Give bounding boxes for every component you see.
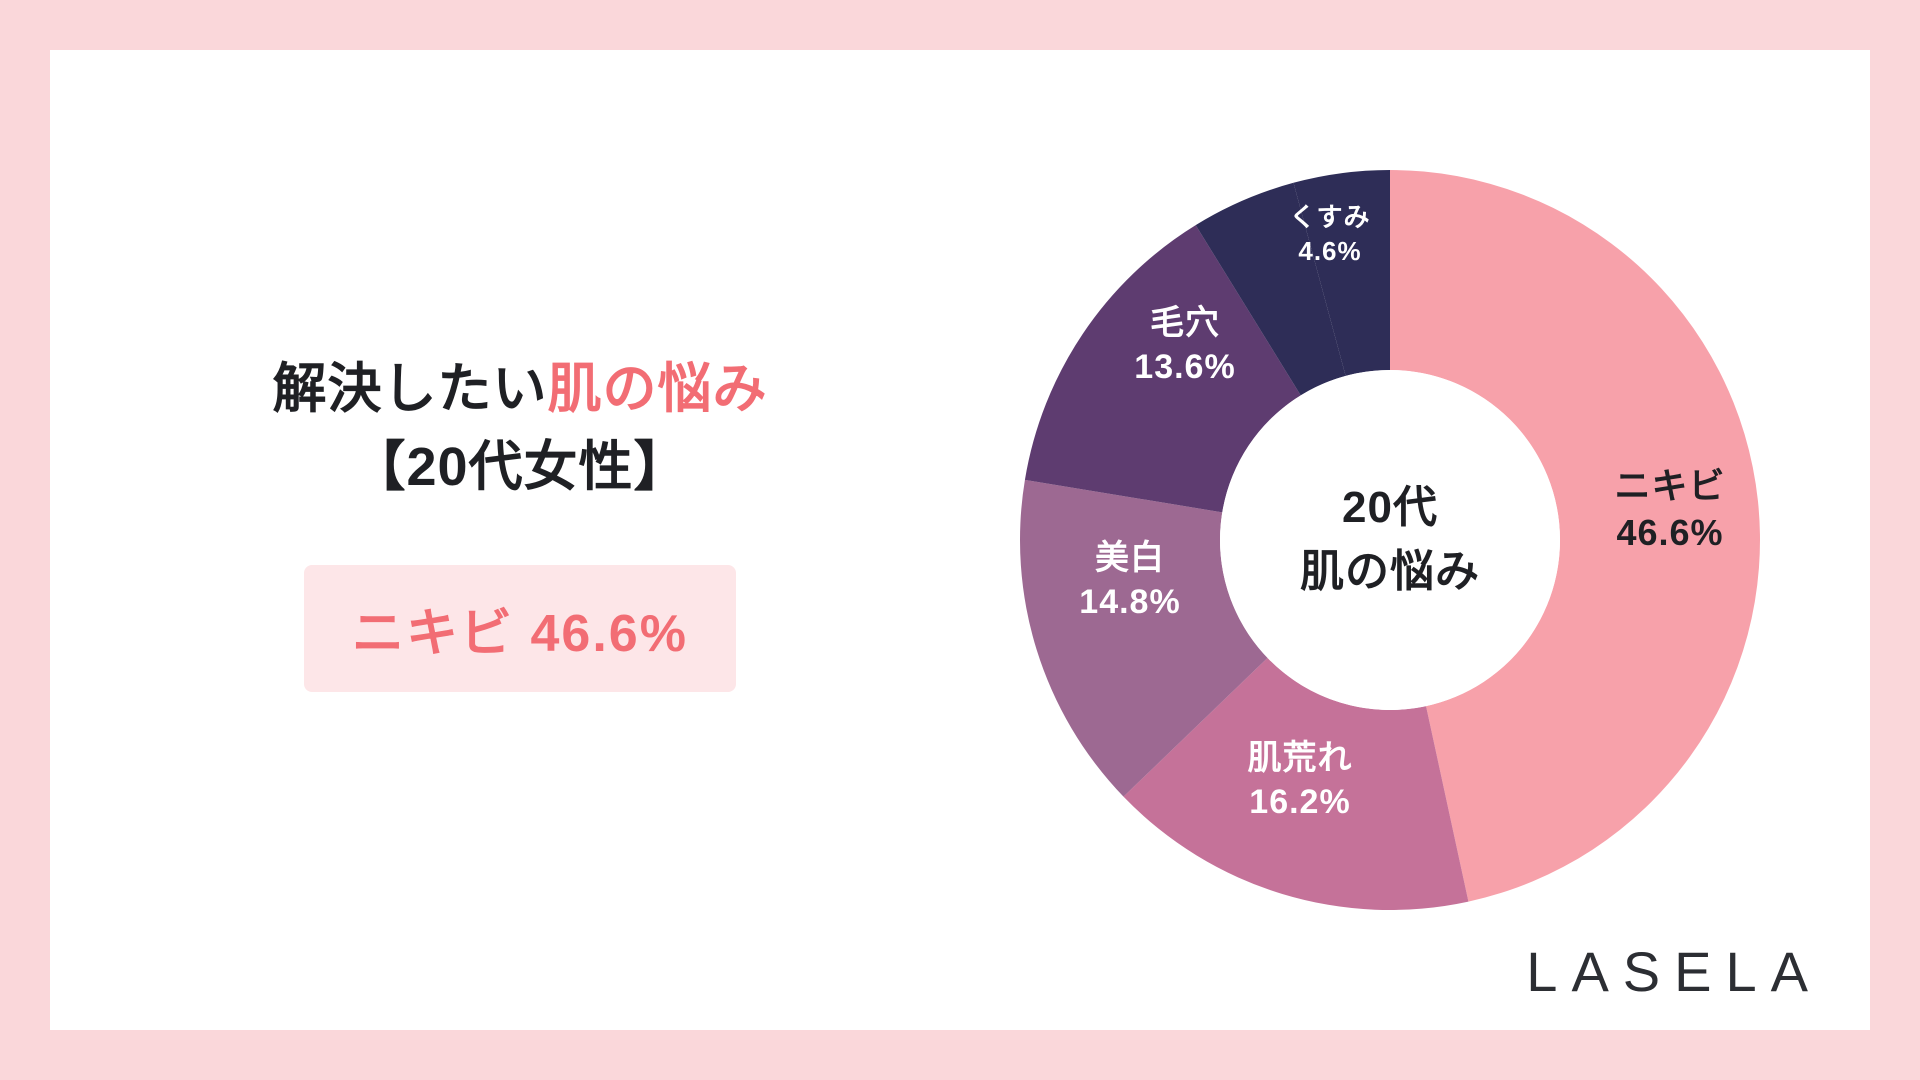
donut-center-label: 20代 肌の悩み [1300, 476, 1480, 604]
slice-label: 毛穴13.6% [1134, 301, 1235, 389]
donut-center-line2: 肌の悩み [1300, 547, 1480, 596]
slice-label-pct: 4.6% [1289, 235, 1370, 269]
slice-label: ニキビ46.6% [1614, 463, 1725, 557]
slice-label-name: 美白 [1079, 536, 1180, 580]
slice-label-pct: 16.2% [1248, 780, 1353, 824]
slice-label: 美白14.8% [1079, 536, 1180, 624]
infographic-card: 解決したい肌の悩み 【20代女性】 ニキビ 46.6% 20代 肌の悩み ニキビ… [50, 50, 1870, 1030]
highlight-pill: ニキビ 46.6% [304, 565, 736, 692]
slice-label-pct: 14.8% [1079, 580, 1180, 624]
slice-label-name: ニキビ [1614, 463, 1725, 510]
title-accent: 肌の悩み [548, 359, 768, 419]
title-line-2: 【20代女性】 [150, 428, 890, 506]
slice-label: くすみ4.6% [1289, 201, 1370, 269]
slice-label-name: 肌荒れ [1248, 736, 1353, 780]
slice-label-pct: 46.6% [1614, 510, 1725, 557]
headline-block: 解決したい肌の悩み 【20代女性】 ニキビ 46.6% [150, 350, 890, 692]
slice-label: 肌荒れ16.2% [1248, 736, 1353, 824]
donut-chart: 20代 肌の悩み ニキビ46.6% 肌荒れ16.2% 美白14.8% 毛穴13.6% く… [1010, 160, 1770, 920]
slice-label-name: 毛穴 [1134, 301, 1235, 345]
slice-label-name: くすみ [1289, 201, 1370, 235]
title-line-1: 解決したい肌の悩み [150, 350, 890, 428]
brand-wordmark: LASELA [1526, 939, 1822, 1004]
title-prefix: 解決したい [273, 359, 548, 419]
donut-center-line1: 20代 [1342, 483, 1438, 532]
slice-label-pct: 13.6% [1134, 345, 1235, 389]
